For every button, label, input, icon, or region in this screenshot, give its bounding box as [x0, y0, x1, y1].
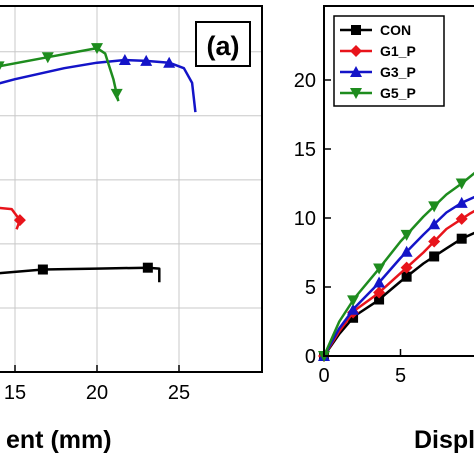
- left-plot-frame: [0, 5, 263, 373]
- right-marker-g5-p-3: [400, 229, 413, 241]
- left-marker-g5-p-3: [91, 43, 103, 55]
- left-series-line-con: [0, 266, 161, 283]
- legend-marker-g1-p: [350, 45, 362, 57]
- right-marker-g1-p-4: [428, 235, 441, 248]
- left-x-tick-label: 20: [86, 382, 108, 404]
- panel-label-box: (a): [195, 21, 251, 67]
- legend-label-con: CON: [380, 22, 411, 38]
- left-marker-g5-p-4: [110, 88, 123, 100]
- left-series-group: [0, 43, 197, 283]
- panel-label-frame: [195, 21, 251, 67]
- right-x-tick-label: 5: [395, 365, 406, 387]
- right-marker-g3-p-1: [347, 303, 360, 315]
- right-marker-con-3: [401, 271, 412, 282]
- right-marker-g3-p-2: [373, 276, 386, 288]
- right-marker-con-4: [429, 251, 440, 262]
- left-marker-g3-p-1: [140, 54, 153, 66]
- right-series-line-con: [322, 231, 474, 357]
- right-y-tick-label: 0: [305, 346, 316, 368]
- left-marker-con-1: [142, 262, 153, 273]
- right-marker-g1-p-3: [400, 261, 413, 274]
- legend-marker-g3-p: [350, 66, 362, 77]
- right-marker-g5-p-4: [428, 201, 441, 213]
- left-x-tick-label: 25: [168, 382, 190, 404]
- legend-label-g5-p: G5_P: [380, 85, 416, 101]
- legend-label-g1-p: G1_P: [380, 43, 416, 59]
- right-y-tick-label: 20: [294, 70, 316, 92]
- right-series-group: [318, 171, 474, 362]
- left-panel: 15 20 25 (a) ent (mm): [0, 5, 263, 454]
- right-marker-g5-p-2: [373, 263, 386, 275]
- right-marker-g3-p-3: [400, 245, 413, 257]
- left-marker-g5-p-1: [0, 61, 5, 70]
- right-y-tick-label: 15: [294, 139, 316, 161]
- right-y-tick-label: 10: [294, 208, 316, 230]
- right-marker-g1-p-5: [455, 212, 468, 225]
- left-x-axis-label: ent (mm): [6, 426, 112, 454]
- right-x-axis-label: Displ: [414, 426, 474, 454]
- right-marker-g3-p-5: [455, 196, 468, 208]
- right-marker-con-5: [456, 233, 467, 244]
- legend-label-g3-p: G3_P: [380, 64, 416, 80]
- left-marker-g3-p-0: [118, 53, 131, 65]
- right-marker-g5-p-5: [455, 178, 468, 190]
- right-y-tick-label: 5: [305, 277, 316, 299]
- right-plot-frame: [323, 5, 474, 357]
- panel-label: (a): [207, 31, 240, 61]
- left-x-ticks: 15 20 25: [4, 365, 190, 404]
- legend-marker-g5-p: [350, 88, 362, 99]
- right-marker-g5-p-1: [347, 295, 360, 307]
- right-marker-con-2: [374, 294, 385, 305]
- right-x-tick-label: 0: [318, 365, 329, 387]
- left-series-line-g5-p: [0, 46, 120, 102]
- right-series-line-g3-p: [322, 195, 474, 357]
- left-marker-g1-p-0: [13, 214, 26, 227]
- legend-marker-con: [351, 25, 361, 35]
- right-marker-g1-p-2: [373, 286, 386, 299]
- right-y-ticks: 0 5 10 15 20: [294, 70, 331, 368]
- legend: CON G1_P G3_P G5_P: [333, 15, 445, 107]
- left-marker-g3-p-2: [163, 56, 176, 68]
- left-marker-con-0: [37, 264, 48, 275]
- right-marker-g3-p-4: [428, 218, 441, 230]
- right-series-line-g5-p: [322, 171, 474, 357]
- left-x-tick-label: 15: [4, 382, 26, 404]
- left-marker-g5-p-2: [41, 52, 54, 64]
